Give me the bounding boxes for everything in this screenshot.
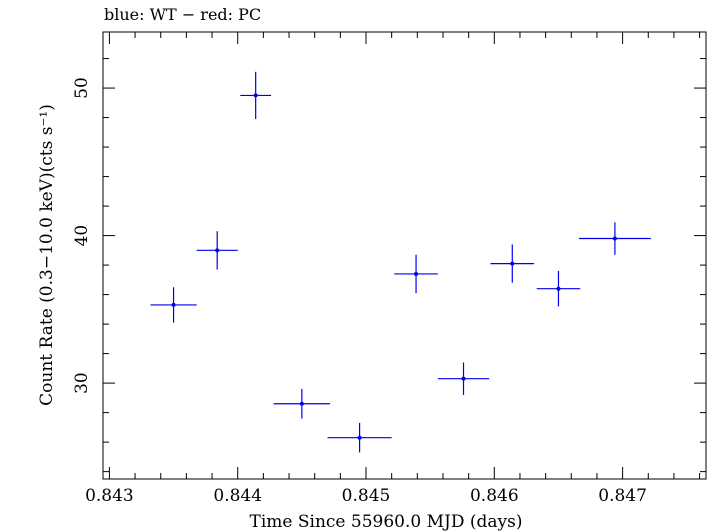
chart-title: blue: WT − red: PC <box>104 5 262 24</box>
data-marker <box>414 271 419 276</box>
x-tick-label: 0.843 <box>85 486 134 506</box>
x-axis-label: Time Since 55960.0 MJD (days) <box>250 512 523 532</box>
data-marker <box>357 435 362 440</box>
data-marker <box>612 236 617 241</box>
y-tick-label: 30 <box>72 372 92 394</box>
data-point <box>150 287 197 323</box>
data-marker <box>171 302 176 307</box>
data-points <box>150 71 651 453</box>
x-tick-label: 0.844 <box>213 486 262 506</box>
data-marker <box>253 93 258 98</box>
plot-frame <box>102 31 707 480</box>
data-marker <box>556 286 561 291</box>
data-marker <box>461 376 466 381</box>
data-point <box>240 71 272 120</box>
data-marker <box>299 401 304 406</box>
axis-tick-labels: 0.843 0.844 0.845 0.846 0.847 30 40 50 <box>72 77 647 506</box>
data-marker <box>510 261 515 266</box>
x-tick-label: 0.847 <box>598 486 647 506</box>
x-tick-label: 0.846 <box>470 486 519 506</box>
data-point <box>327 422 392 453</box>
data-point <box>394 254 438 294</box>
data-point <box>536 270 581 307</box>
data-point <box>196 231 238 270</box>
data-marker <box>215 248 220 253</box>
x-tick-label: 0.845 <box>342 486 391 506</box>
data-point <box>437 362 490 395</box>
y-tick-label: 40 <box>72 225 92 247</box>
data-point <box>273 389 331 419</box>
axis-ticks <box>103 32 706 479</box>
y-axis-label: Count Rate (0.3−10.0 keV)(cts s⁻¹) <box>37 104 57 406</box>
data-point <box>578 222 651 255</box>
data-point <box>490 244 535 283</box>
y-tick-label: 50 <box>72 77 92 99</box>
